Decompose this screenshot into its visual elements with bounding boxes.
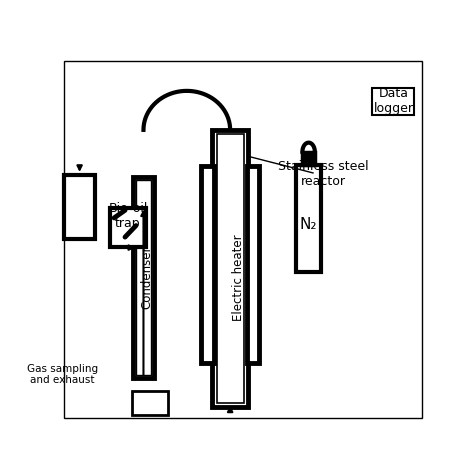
Bar — [217, 134, 244, 403]
Bar — [64, 175, 95, 239]
Text: Bio-oil
trap: Bio-oil trap — [108, 201, 147, 229]
Bar — [109, 209, 146, 246]
Text: Condenser: Condenser — [141, 246, 154, 310]
Bar — [132, 391, 168, 415]
Bar — [201, 166, 214, 364]
Bar — [246, 166, 259, 364]
Bar — [137, 180, 151, 375]
Text: Electric heater: Electric heater — [232, 234, 245, 321]
Bar — [133, 177, 154, 378]
Text: N₂: N₂ — [300, 217, 318, 232]
Bar — [373, 88, 414, 115]
Text: Data
logger: Data logger — [374, 87, 413, 115]
Text: Gas sampling
and exhaust: Gas sampling and exhaust — [27, 364, 98, 385]
Text: Stainless steel
reactor: Stainless steel reactor — [278, 160, 368, 188]
Bar — [212, 130, 248, 407]
Bar — [302, 152, 315, 164]
Bar — [296, 164, 321, 272]
